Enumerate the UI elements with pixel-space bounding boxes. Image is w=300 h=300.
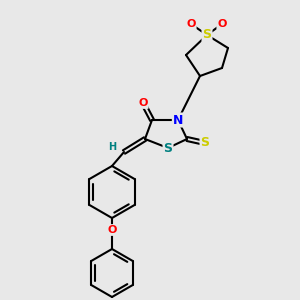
Text: O: O <box>217 19 227 29</box>
Text: O: O <box>186 19 196 29</box>
Text: N: N <box>173 113 183 127</box>
Text: O: O <box>107 225 117 235</box>
Text: S: S <box>200 136 209 149</box>
Text: S: S <box>164 142 172 154</box>
Text: S: S <box>202 28 211 41</box>
Text: H: H <box>108 142 116 152</box>
Text: O: O <box>138 98 148 108</box>
